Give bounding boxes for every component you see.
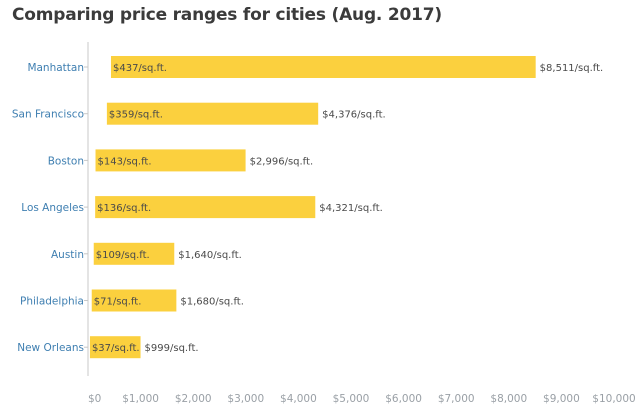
max-value-label: $8,511/sq.ft.	[540, 63, 604, 74]
labels-layer: Manhattan $437/sq.ft. $8,511/sq.ft. San Fra…	[12, 62, 603, 354]
category-label: Los Angeles	[21, 202, 84, 214]
min-value-label: $143/sq.ft.	[98, 156, 152, 167]
category-label: San Francisco	[12, 109, 84, 121]
x-tick-label: $10,000	[592, 393, 635, 405]
x-tick-label: $9,000	[543, 393, 580, 405]
range-bar	[89, 336, 141, 359]
category-label: New Orleans	[17, 342, 84, 354]
chart-title: Comparing price ranges for cities (Aug. …	[12, 5, 442, 25]
range-bar	[106, 102, 319, 125]
max-value-label: $4,376/sq.ft.	[322, 110, 386, 121]
x-tick-label: $7,000	[438, 393, 475, 405]
bars-layer	[89, 56, 536, 359]
category-label: Boston	[48, 155, 84, 167]
x-tick-label: $5,000	[333, 393, 370, 405]
max-value-label: $1,680/sq.ft.	[180, 297, 244, 308]
min-value-label: $359/sq.ft.	[109, 110, 163, 121]
x-tick-label: $4,000	[280, 393, 317, 405]
range-bar	[95, 149, 246, 172]
min-value-label: $109/sq.ft.	[96, 250, 150, 261]
range-bar	[91, 289, 177, 312]
x-tick-label: $3,000	[227, 393, 264, 405]
category-label: Austin	[51, 249, 84, 261]
max-value-label: $999/sq.ft.	[145, 343, 199, 354]
range-bar	[95, 196, 316, 219]
x-tick-label: $1,000	[122, 393, 159, 405]
min-value-label: $71/sq.ft.	[94, 297, 142, 308]
x-tick-label: $8,000	[490, 393, 527, 405]
range-bar	[110, 56, 536, 78]
x-tick-label: $0	[88, 393, 101, 405]
min-value-label: $136/sq.ft.	[97, 203, 151, 214]
min-value-label: $37/sq.ft.	[92, 343, 140, 354]
category-label: Manhattan	[27, 62, 84, 74]
category-label: Philadelphia	[20, 296, 84, 308]
range-bar	[93, 242, 175, 265]
min-value-label: $437/sq.ft.	[113, 63, 167, 74]
x-tick-label: $2,000	[175, 393, 212, 405]
max-value-label: $2,996/sq.ft.	[250, 156, 314, 167]
x-tick-label: $6,000	[385, 393, 422, 405]
max-value-label: $1,640/sq.ft.	[178, 250, 242, 261]
axis-layer: $0 $1,000 $2,000 $3,000 $4,000 $5,000 $6,000 $7…	[84, 42, 636, 405]
max-value-label: $4,321/sq.ft.	[319, 203, 383, 214]
